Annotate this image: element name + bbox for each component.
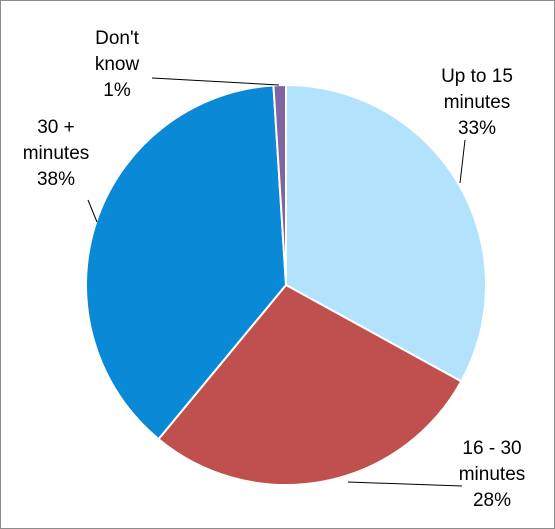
leader-line-2	[347, 481, 463, 487]
slice-label-3-line-1: 30 +	[37, 117, 75, 138]
slice-label-3-line-3: 38%	[37, 169, 75, 190]
leader-line-1	[459, 139, 466, 184]
slice-label-4-line-1: Don't	[95, 28, 139, 49]
slice-label-4-line-2: know	[95, 54, 140, 75]
slice-label-4: Don't know 1%	[95, 28, 140, 101]
pie-slice-3	[85, 84, 288, 441]
slice-label-3-line-2: minutes	[23, 143, 90, 164]
slice-label-2-line-3: 28%	[473, 490, 511, 511]
slice-label-3: 30 + minutes 38%	[23, 117, 90, 190]
slice-label-1-line-2: minutes	[444, 92, 511, 113]
leader-line-3	[87, 199, 98, 223]
slice-label-2: 16 - 30 minutes 28%	[459, 438, 526, 511]
slice-label-2-line-1: 16 - 30	[462, 438, 521, 459]
pie-slice-1	[285, 83, 487, 383]
slice-label-1: Up to 15 minutes 33%	[441, 66, 513, 139]
pie-slice-4	[272, 83, 287, 286]
slice-label-2-line-2: minutes	[459, 464, 526, 485]
pie-slice-2	[157, 283, 463, 486]
slice-label-1-line-3: 33%	[458, 118, 496, 139]
leader-line-4	[151, 77, 280, 86]
slice-label-1-line-1: Up to 15	[441, 66, 513, 87]
slice-label-4-line-3: 1%	[103, 80, 131, 101]
